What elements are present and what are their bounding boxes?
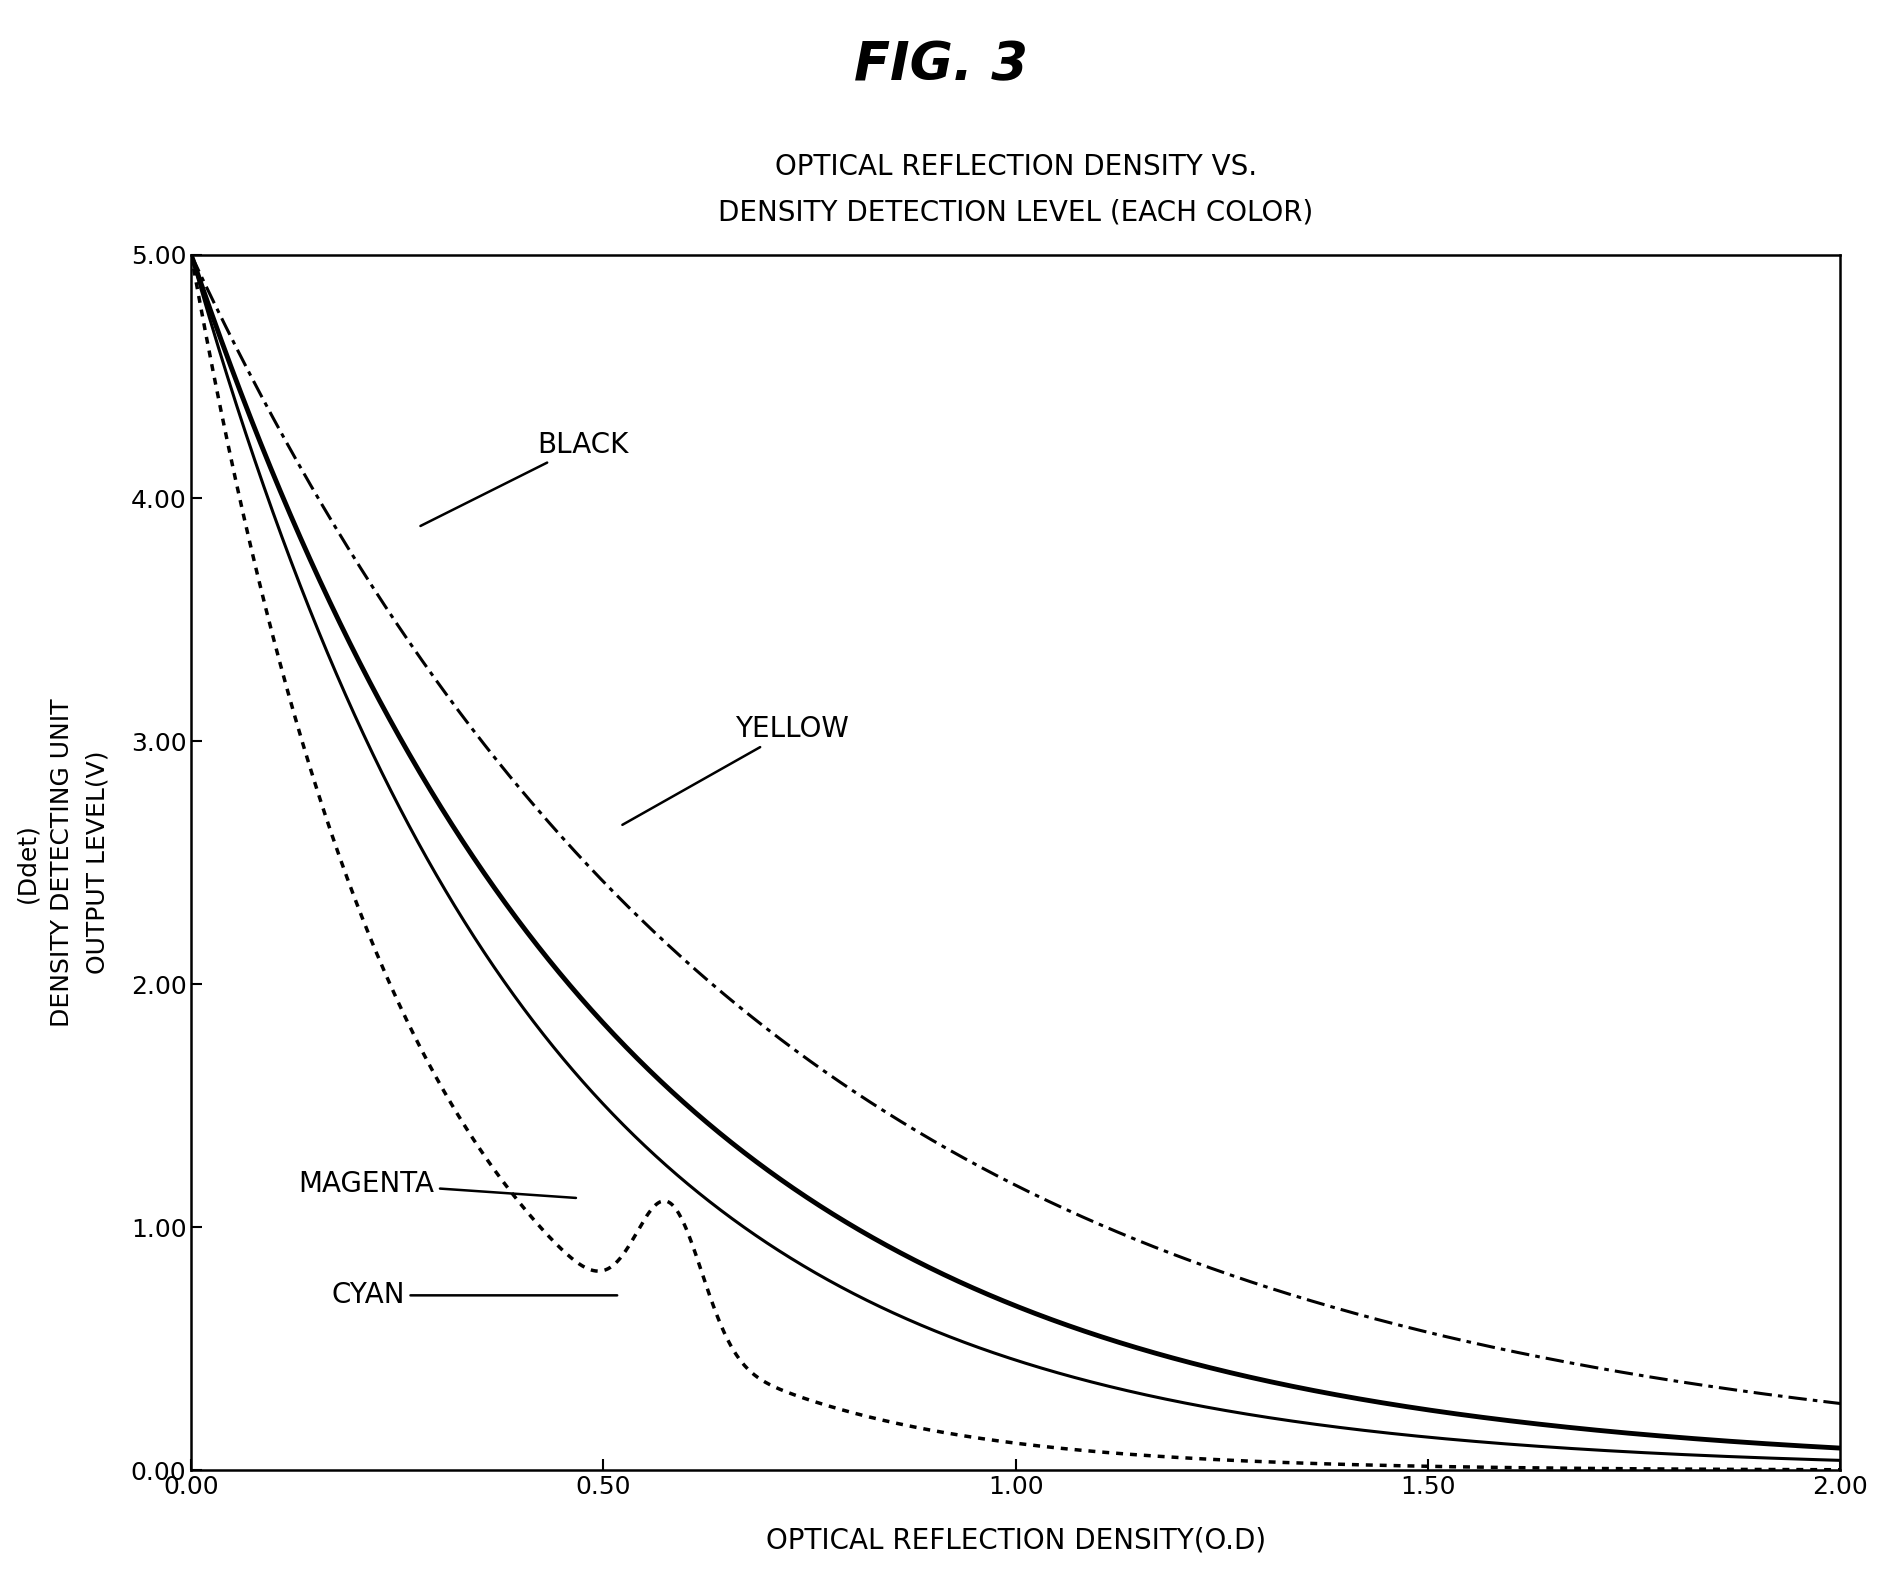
Text: BLACK: BLACK <box>420 430 629 526</box>
Text: YELLOW: YELLOW <box>623 714 849 824</box>
X-axis label: OPTICAL REFLECTION DENSITY(O.D): OPTICAL REFLECTION DENSITY(O.D) <box>766 1528 1265 1554</box>
Y-axis label: (Ddet)
DENSITY DETECTING UNIT
OUTPUT LEVEL(V): (Ddet) DENSITY DETECTING UNIT OUTPUT LEV… <box>15 699 109 1027</box>
Text: MAGENTA: MAGENTA <box>297 1170 576 1198</box>
Text: FIG. 3: FIG. 3 <box>854 39 1028 91</box>
Title: OPTICAL REFLECTION DENSITY VS.
DENSITY DETECTION LEVEL (EACH COLOR): OPTICAL REFLECTION DENSITY VS. DENSITY D… <box>717 152 1312 226</box>
Text: CYAN: CYAN <box>331 1281 617 1309</box>
